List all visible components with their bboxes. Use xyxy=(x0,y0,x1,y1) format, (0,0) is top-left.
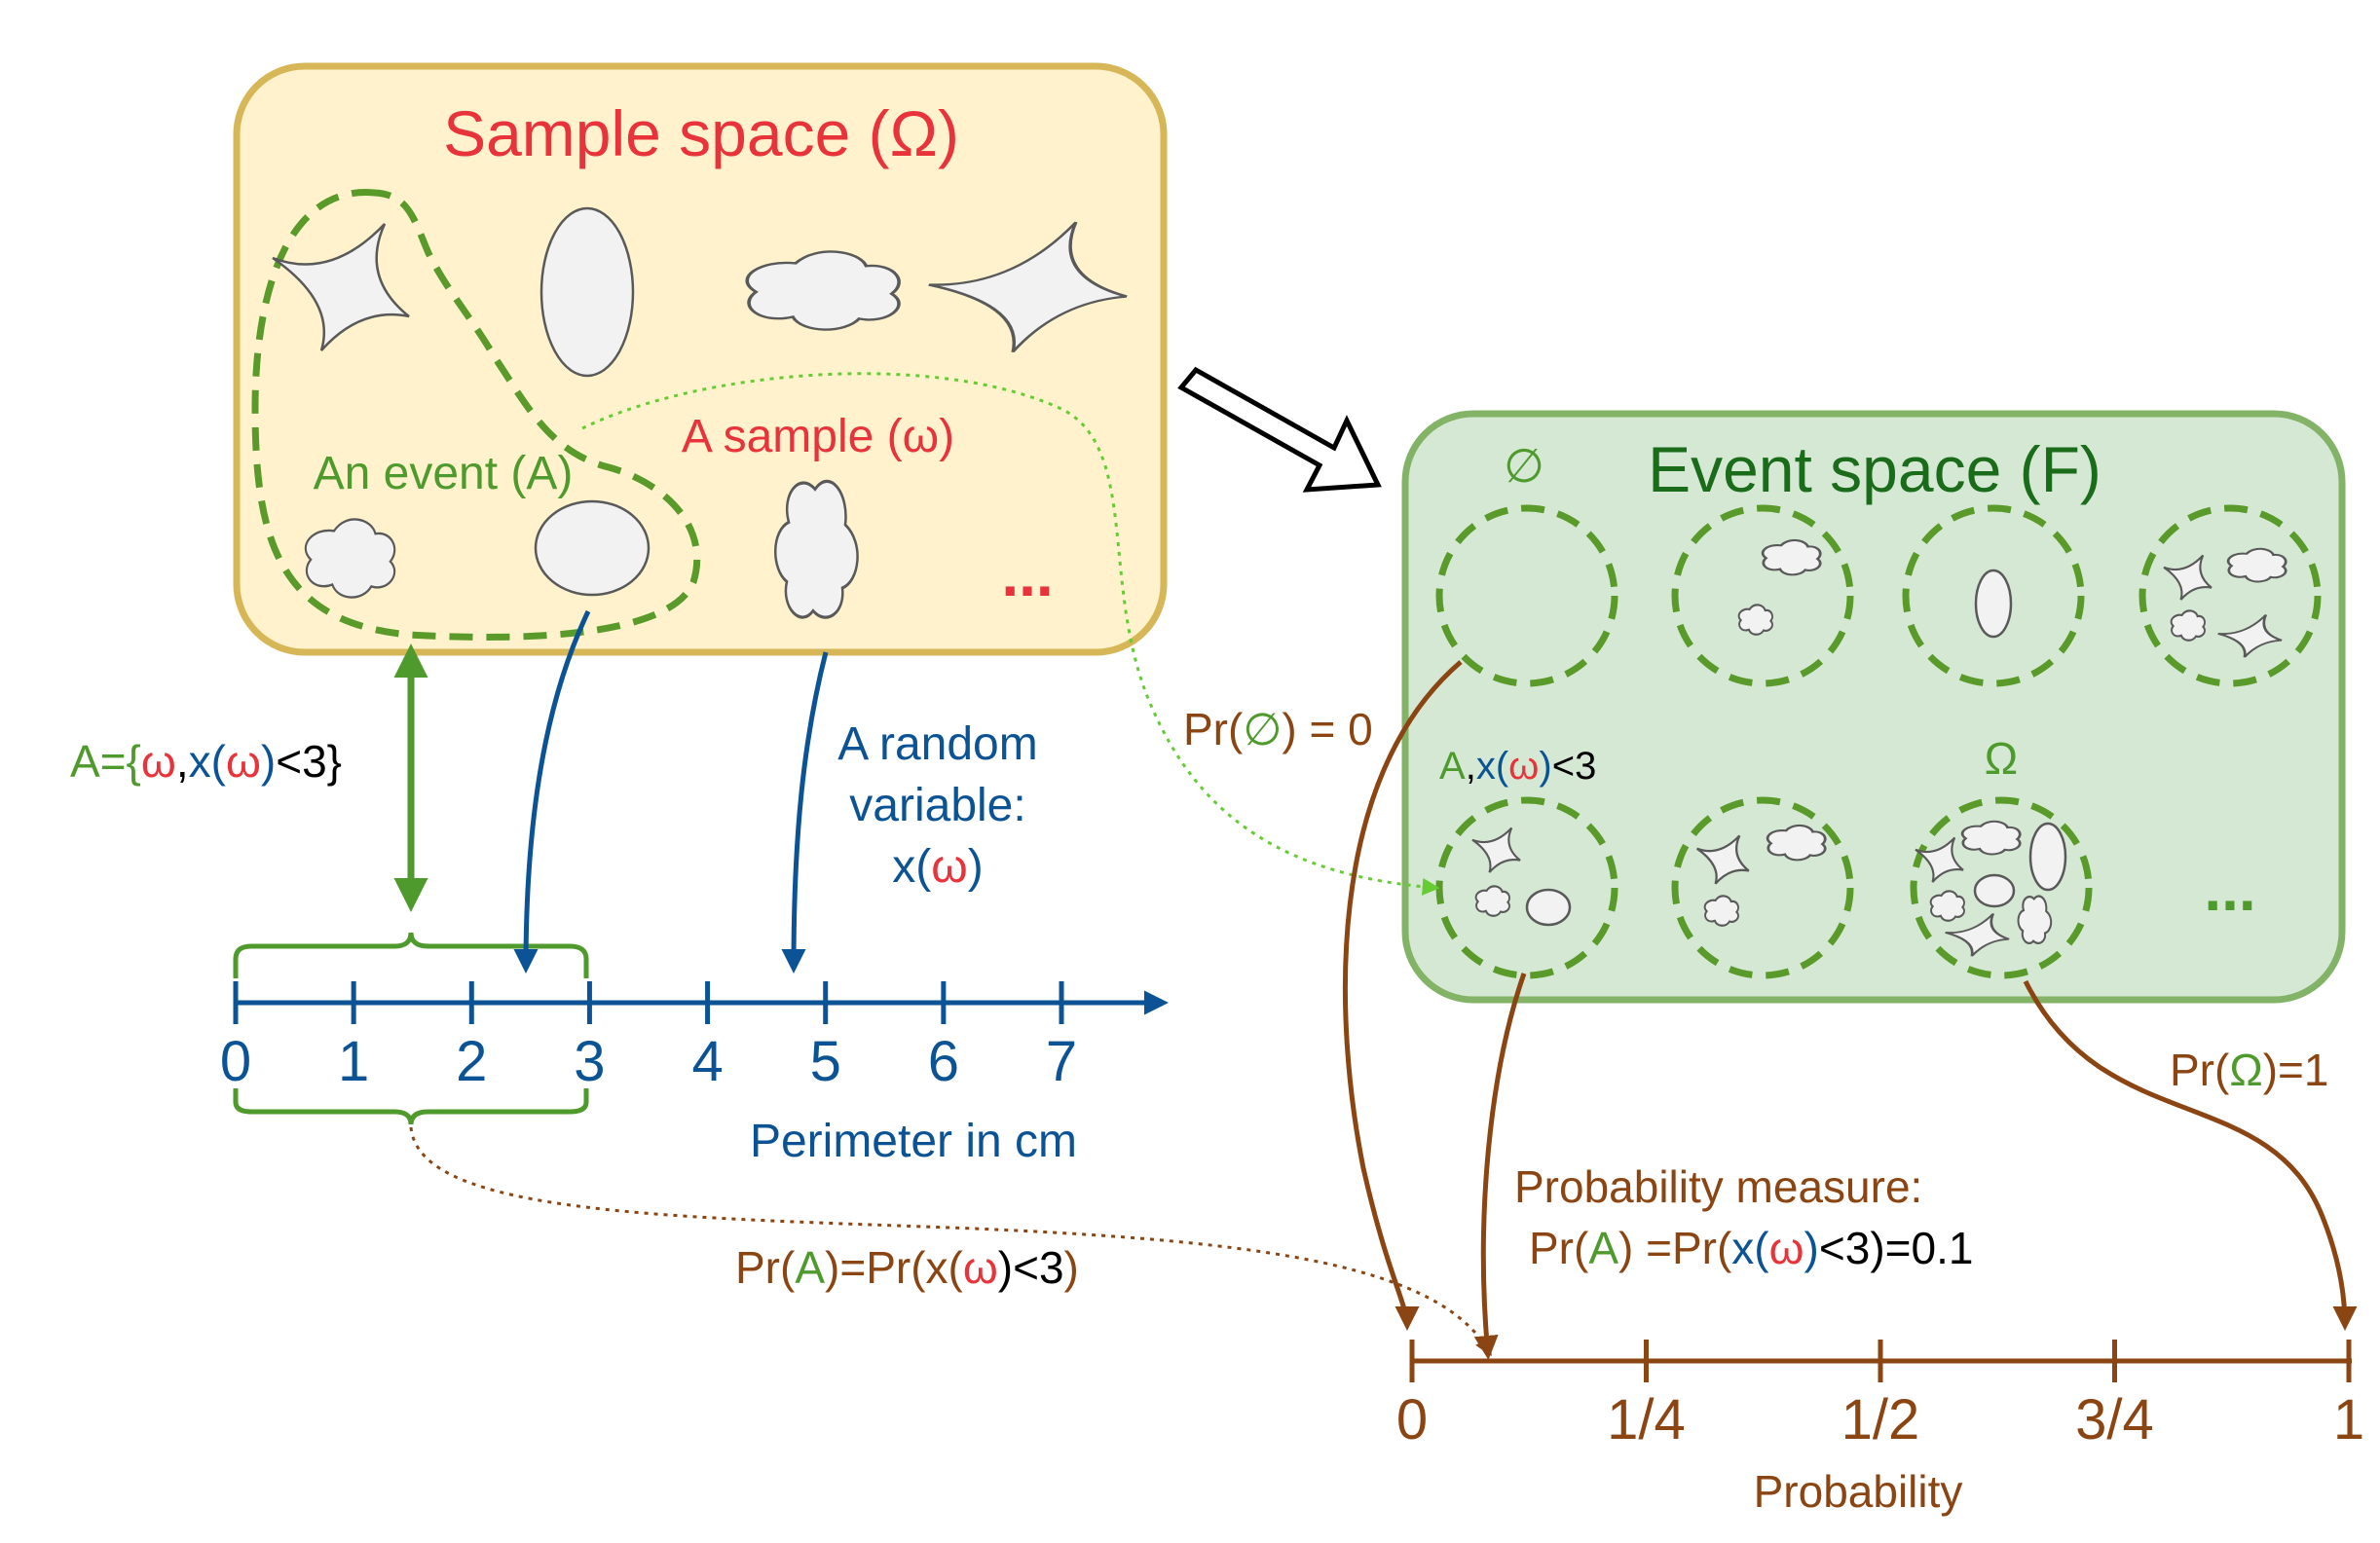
brace-to-probability-dotted-link xyxy=(409,1126,1492,1357)
sample-to-axis-arrow-2 xyxy=(781,651,829,974)
svg-text:A random: A random xyxy=(837,718,1037,770)
event-circle-multi xyxy=(2138,504,2322,687)
pr-a-left-label: Pr(A)=Pr(x(ω)<3) xyxy=(735,1242,1079,1293)
ellipse-shape-2 xyxy=(534,499,651,597)
sample-space-ellipsis: ... xyxy=(1001,539,1053,609)
event-circle-ellipse xyxy=(1902,504,2085,687)
perimeter-tick-label-4: 4 xyxy=(691,1030,723,1093)
perimeter-axis: 0 1 2 3 4 5 6 7 Perimeter in cm xyxy=(220,981,1169,1167)
pr-empty-label: Pr(∅) = 0 xyxy=(1183,704,1373,754)
event-a-boundary xyxy=(251,189,701,641)
event-space-title: Event space (F) xyxy=(1648,433,2101,505)
probability-tick-label-0: 0 xyxy=(1396,1388,1428,1451)
probability-tick-label-2: 1/2 xyxy=(1841,1388,1920,1451)
empty-set-label: ∅ xyxy=(1504,441,1544,493)
probability-axis: 0 1/4 1/2 3/4 1 Probability xyxy=(1396,1340,2364,1517)
ellipse-shape-1 xyxy=(539,206,635,378)
probability-measure-formula: Pr(A) =Pr(x(ω)<3)=0.1 xyxy=(1529,1223,1973,1273)
empty-to-zero-arrow xyxy=(1342,660,1463,1331)
event-brace-top xyxy=(233,932,589,978)
omega-to-one-arrow xyxy=(2023,979,2358,1331)
omega-label: Ω xyxy=(1985,733,2018,784)
event-a-condition-label: A,x(ω)<3 xyxy=(1439,745,1596,788)
perimeter-tick-label-6: 6 xyxy=(928,1030,959,1093)
sample-label: A sample (ω) xyxy=(682,411,954,462)
event-definition: A={ω,x(ω)<3} xyxy=(70,736,342,787)
sample-space-title: Sample space (Ω) xyxy=(443,97,959,169)
perimeter-axis-label: Perimeter in cm xyxy=(750,1116,1077,1167)
svg-text:x(ω): x(ω) xyxy=(892,841,983,893)
event-circle-empty xyxy=(1435,504,1618,687)
a-to-probability-arrow xyxy=(1473,973,1527,1360)
probability-tick-label-4: 1 xyxy=(2333,1388,2364,1451)
event-a-label: An event (A) xyxy=(314,448,574,499)
perimeter-tick-label-7: 7 xyxy=(1046,1030,1077,1093)
sample-space-box: Sample space (Ω) An event (A) A sample (… xyxy=(233,62,1168,656)
event-brace-bottom xyxy=(233,1088,589,1125)
mapping-arrow xyxy=(1177,366,1382,493)
probability-tick-label-1: 1/4 xyxy=(1607,1388,1686,1451)
event-circle-star-clouds xyxy=(1671,796,1854,979)
perimeter-tick-label-3: 3 xyxy=(574,1030,605,1093)
perimeter-tick-label-2: 2 xyxy=(456,1030,487,1093)
probability-tick-label-3: 3/4 xyxy=(2075,1388,2154,1451)
event-circle-omega xyxy=(1910,796,2093,979)
perimeter-tick-label-0: 0 xyxy=(220,1030,251,1093)
perimeter-tick-label-1: 1 xyxy=(338,1030,369,1093)
probability-axis-label: Probability xyxy=(1754,1466,1963,1517)
perimeter-tick-label-5: 5 xyxy=(810,1030,841,1093)
sample-to-axis-arrow-1 xyxy=(513,609,591,974)
random-variable-label: A random variable: x(ω) xyxy=(837,718,1037,893)
event-circle-cloud-pair xyxy=(1671,504,1854,687)
event-space-ellipsis: ... xyxy=(2204,854,2255,924)
event-space-box: Event space (F) ∅ Ω A,x(ω)<3 xyxy=(1401,410,2346,1004)
pr-omega-label: Pr(Ω)=1 xyxy=(2170,1045,2328,1095)
probability-measure-title: Probability measure: xyxy=(1514,1161,1922,1212)
svg-text:variable:: variable: xyxy=(849,780,1025,831)
